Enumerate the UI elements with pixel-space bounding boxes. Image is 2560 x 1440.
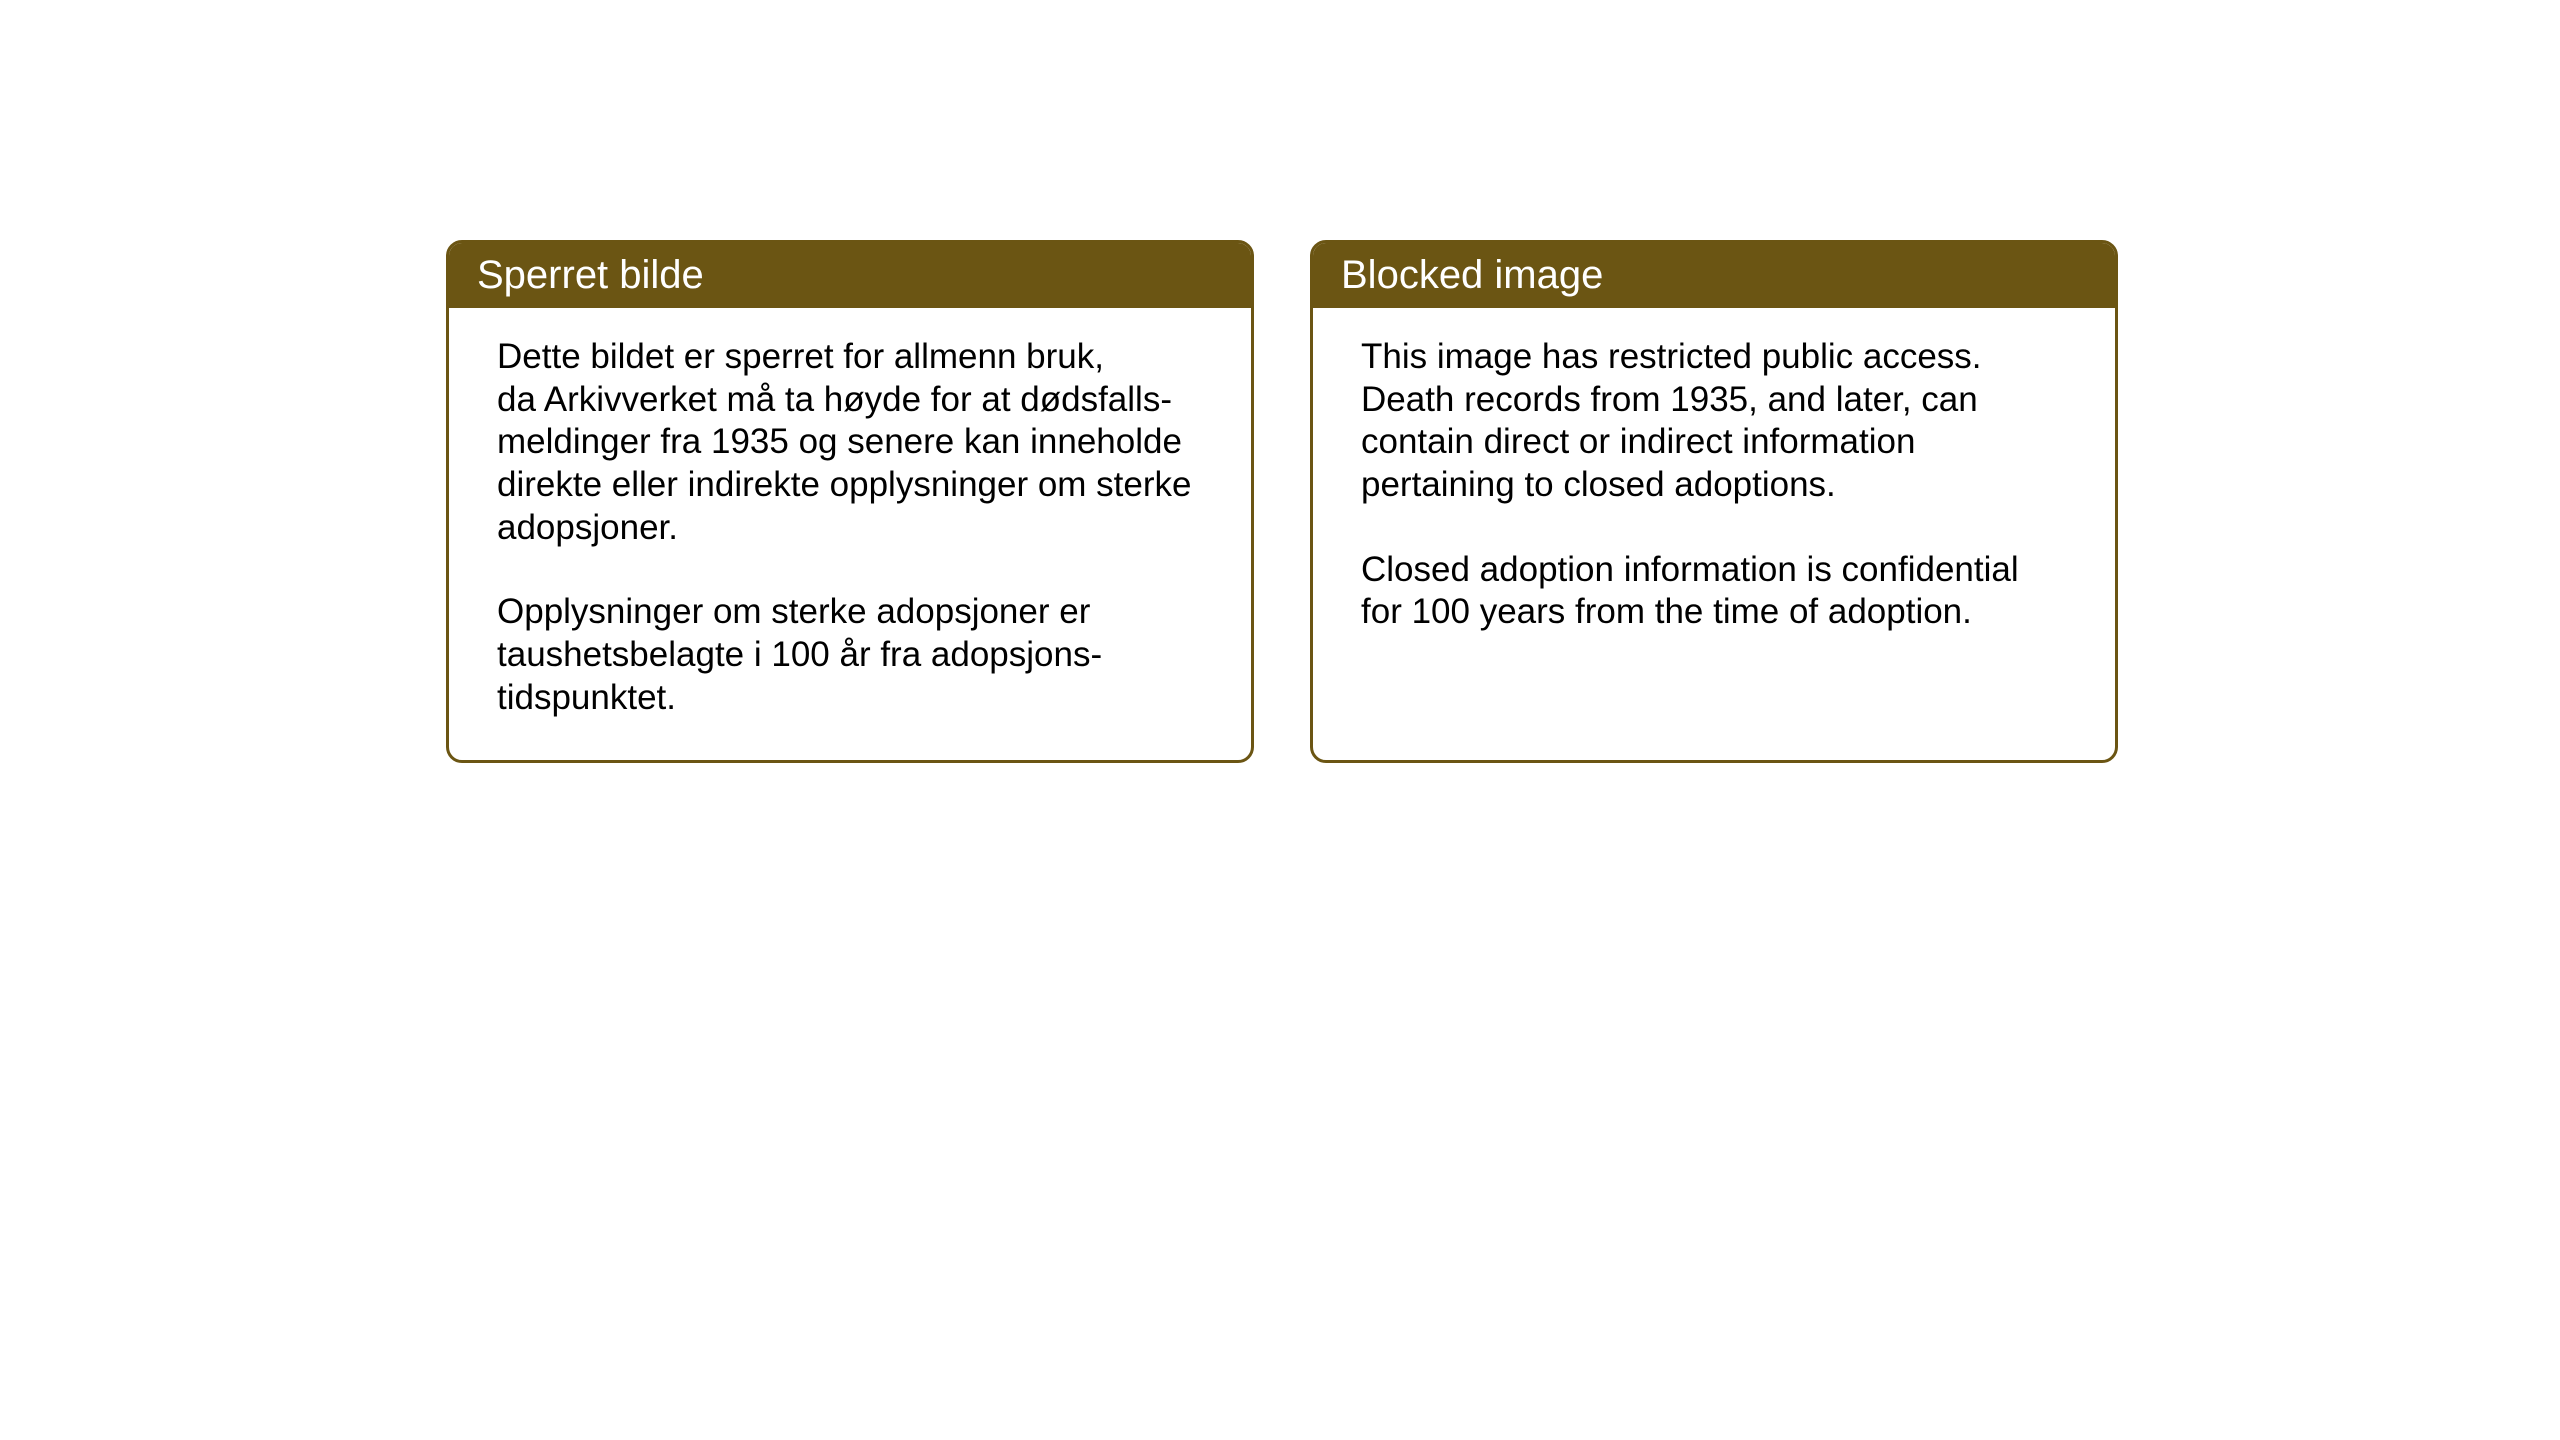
notice-card-norwegian: Sperret bilde Dette bildet er sperret fo… [446,240,1254,763]
card-header-english: Blocked image [1313,243,2115,308]
notice-cards-container: Sperret bilde Dette bildet er sperret fo… [446,240,2118,763]
card-paragraph-2-norwegian: Opplysninger om sterke adopsjoner er tau… [497,591,1203,719]
card-paragraph-1-english: This image has restricted public access.… [1361,336,2067,507]
notice-card-english: Blocked image This image has restricted … [1310,240,2118,763]
card-header-norwegian: Sperret bilde [449,243,1251,308]
card-paragraph-1-norwegian: Dette bildet er sperret for allmenn bruk… [497,336,1203,549]
card-body-norwegian: Dette bildet er sperret for allmenn bruk… [449,308,1251,760]
card-body-english: This image has restricted public access.… [1313,308,2115,760]
card-paragraph-2-english: Closed adoption information is confident… [1361,549,2067,634]
